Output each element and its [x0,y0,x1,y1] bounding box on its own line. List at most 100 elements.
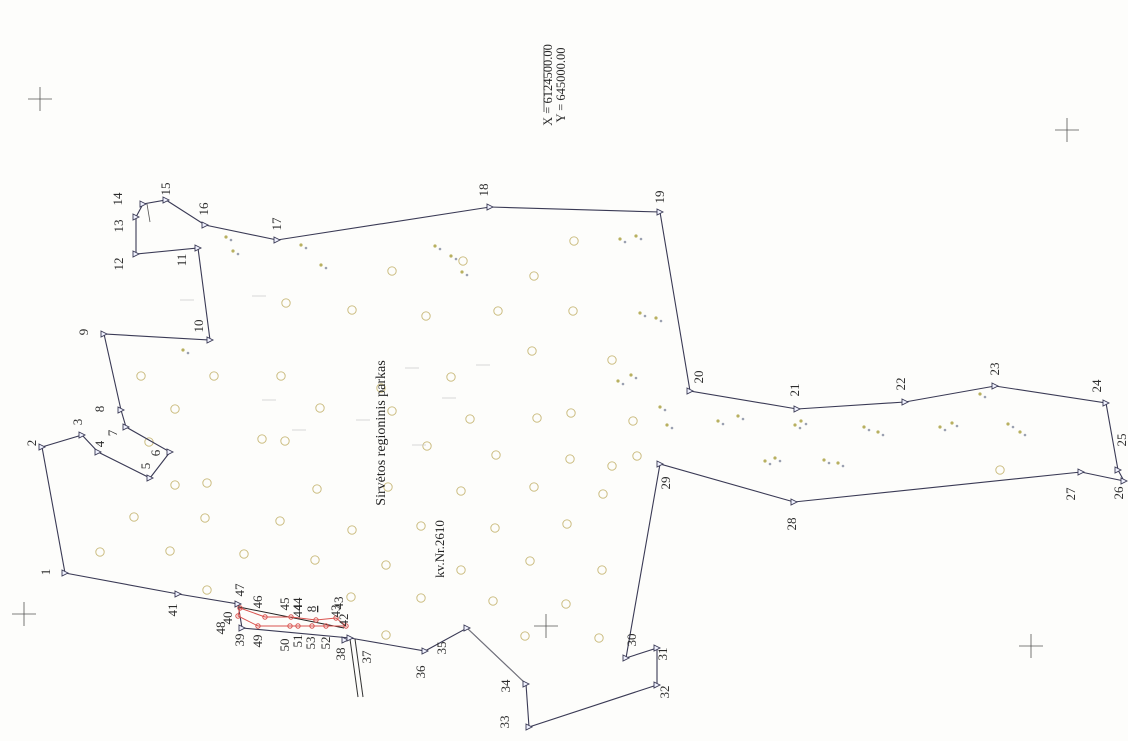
point-label-16: 16 [196,202,211,216]
tree-marker [165,546,175,556]
road-line [349,638,359,698]
tree-marker [170,480,180,490]
vegetation-dot [224,235,228,239]
servitude-point-marker [237,605,243,611]
tree-marker [569,236,579,246]
tree-marker [597,565,607,575]
point-label-21: 21 [787,384,802,397]
point-label-19: 19 [652,191,667,204]
tree-marker [568,306,578,316]
survey-point-marker [132,250,141,258]
tree-marker [416,521,426,531]
vegetation-dot [1006,422,1010,426]
grid-cross [1019,634,1043,658]
tree-marker [310,555,320,565]
parcel-number-label: kv.Nr.2610 [432,520,447,578]
tree-marker [136,371,146,381]
tree-marker [347,525,357,535]
vegetation-dot [804,422,808,426]
servitude-point-marker [333,615,339,621]
vegetation-dot [1023,433,1027,437]
survey-point-marker [117,406,126,414]
tree-marker [421,311,431,321]
survey-point-marker [622,654,631,662]
vegetation-dot [634,376,638,380]
y-coordinate: Y = 645000.00 [554,48,568,123]
tree-marker [607,355,617,365]
survey-point-marker [901,398,910,406]
vegetation-dot [638,311,642,315]
vegetation-dot [449,254,453,258]
vegetation-dot [763,459,767,463]
point-label-50: 50 [277,639,292,652]
survey-point-marker [78,431,87,439]
vegetation-dot [876,430,880,434]
tree-marker [456,486,466,496]
vegetation-dot [643,314,647,318]
tree-marker [525,556,535,566]
point-label-48: 48 [213,622,228,635]
point-label-17: 17 [269,217,284,231]
tree-marker [95,547,105,557]
tree-marker [209,371,219,381]
servitude-point-marker [295,623,301,629]
vegetation-dot [319,263,323,267]
vegetation-dot [621,382,625,386]
tree-marker [312,484,322,494]
servitude-ring [237,607,348,627]
tree-marker [628,416,638,426]
point-label-14: 14 [110,192,125,206]
coordinate-block: X = 6124500.00 Y = 645000.00 [541,44,568,126]
point-label-39: 39 [232,634,247,647]
vegetation-dot [186,351,190,355]
tree-marker [995,465,1005,475]
survey-point-marker [991,382,1000,390]
point-label-26: 26 [1111,486,1126,500]
survey-point-marker [486,203,495,211]
vegetation-dot [304,246,308,250]
vegetation-dot [236,252,240,256]
point-label-30: 30 [624,634,639,647]
boundary-tick [146,203,151,223]
park-name-label: Sirvėtos regioninis parkas [374,360,389,505]
vegetation-dot [778,459,782,463]
road-line [354,638,364,698]
tree-marker [488,596,498,606]
tree-marker [493,306,503,316]
tree-marker [458,256,468,266]
point-label-22: 22 [893,378,908,391]
vegetation-dot [659,319,663,323]
tree-marker [280,436,290,446]
tree-marker [239,549,249,559]
tree-marker [347,305,357,315]
tree-marker [632,451,642,461]
vegetation-dot [623,240,627,244]
survey-point-marker [238,624,247,632]
vegetation-dot [616,379,620,383]
vegetation-dot [670,426,674,430]
vegetation-dot [665,423,669,427]
vegetation-dot [841,464,845,468]
tree-marker [387,266,397,276]
survey-point-marker [790,498,799,506]
survey-point-marker [194,244,203,252]
point-label-4: 4 [92,440,107,447]
vegetation-dot [793,423,797,427]
point-label-38: 38 [333,648,348,661]
vegetation-dot [862,425,866,429]
survey-point-marker [146,474,155,482]
point-label-10: 10 [191,320,206,333]
vegetation-dot [654,316,658,320]
survey-point-marker [1120,477,1128,485]
tree-marker [387,406,397,416]
survey-point-marker [656,208,665,216]
grid-cross [28,87,52,111]
vegetation-dot [867,428,871,432]
servitude-point-marker [288,614,294,620]
survey-point-marker [793,405,802,413]
vegetation-dot [716,419,720,423]
tree-marker [607,461,617,471]
vegetation-dot [634,234,638,238]
point-label-51: 51 [290,635,305,648]
